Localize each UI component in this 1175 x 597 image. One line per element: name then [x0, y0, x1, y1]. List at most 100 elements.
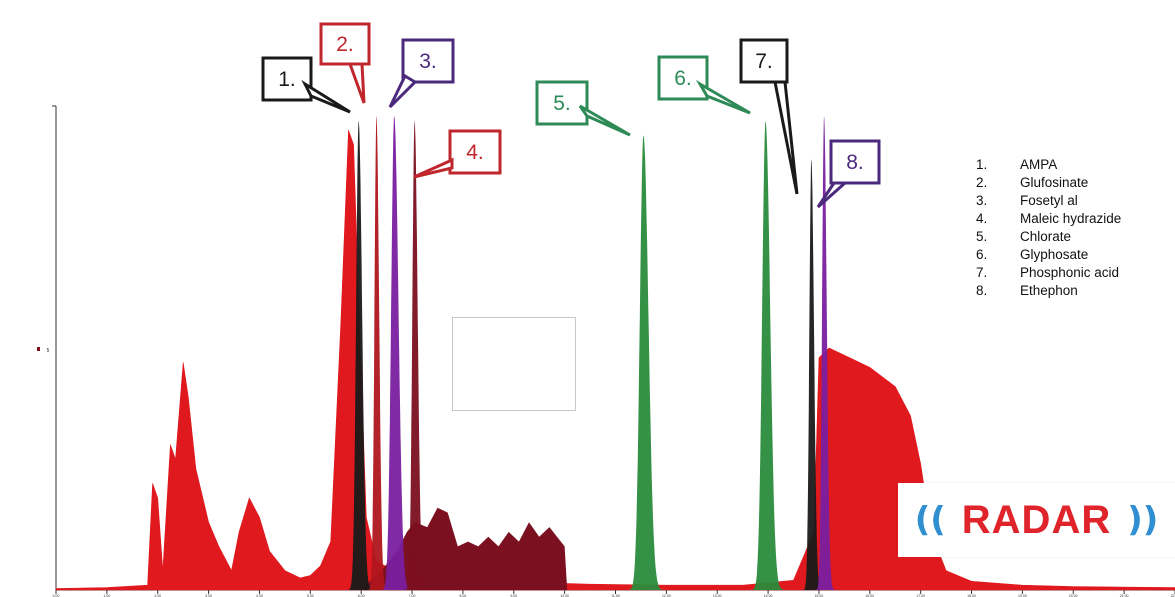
callout-glufosinate: 2. — [319, 22, 371, 104]
signal-waves-left-icon: (( — [914, 500, 946, 540]
x-ticks: 0.00 1.00 2.00 3.00 4.00 5.00 6.00 7.00 8.00 9.00… — [53, 590, 1175, 597]
x-tick-label: 8.00 — [460, 594, 467, 597]
legend-number: 5. — [976, 229, 988, 244]
x-tick-label: 5.00 — [307, 594, 314, 597]
legend-label: Glyphosate — [1020, 247, 1089, 262]
x-tick-label: 11.00 — [611, 594, 620, 597]
callout-chlorate: 5. — [535, 80, 631, 137]
callout-ethephon: 8. — [816, 139, 881, 209]
callout-ampa: 1. — [261, 56, 351, 114]
legend-number: 4. — [976, 211, 988, 226]
peak-callouts: 1. 2. 3. 4. 5. 6. 7. 8. — [261, 22, 881, 209]
callout-label: 8. — [846, 151, 864, 174]
peak-ampa — [344, 120, 374, 590]
x-tick-label: 18.00 — [967, 594, 976, 597]
callout-label: 3. — [419, 50, 437, 73]
x-tick-label: 6.00 — [358, 594, 365, 597]
legend-item: 4. Maleic hydrazide — [976, 210, 1121, 228]
x-tick-label: 3.00 — [205, 594, 212, 597]
legend-number: 8. — [976, 283, 988, 298]
callout-box — [739, 38, 789, 84]
callout-pointer — [301, 79, 351, 114]
y-axis-marker-label: 5 — [47, 348, 50, 354]
callout-pointer — [578, 104, 631, 137]
matrix-trace — [55, 129, 1175, 591]
callout-maleic-hydrazide: 4. — [413, 129, 502, 179]
peak-ethephon — [812, 115, 836, 590]
x-tick-label: 7.00 — [409, 594, 416, 597]
callout-glyphosate: 6. — [657, 55, 751, 115]
legend-number: 7. — [976, 265, 988, 280]
legend-label: Phosphonic acid — [1020, 265, 1120, 280]
x-tick-label: 20.00 — [1069, 594, 1078, 597]
radar-logo: (( RADAR )) — [898, 483, 1175, 557]
legend-item: 8. Ethephon — [976, 282, 1121, 300]
signal-waves-right-icon: )) — [1127, 500, 1159, 540]
peak-phosphonic-acid — [799, 159, 823, 590]
x-tick-label: 21.00 — [1120, 594, 1129, 597]
callout-box — [319, 22, 371, 66]
x-tick-label: 0.00 — [53, 594, 60, 597]
x-tick-label: 16.00 — [865, 594, 874, 597]
chromatogram-traces — [55, 115, 1175, 591]
callout-box — [657, 55, 709, 101]
legend-item: 7. Phosphonic acid — [976, 264, 1121, 282]
blank-inset-box — [452, 317, 576, 411]
legend-label: Glufosinate — [1020, 175, 1089, 190]
callout-label: 6. — [674, 67, 692, 90]
legend-label: Ethephon — [1020, 283, 1078, 298]
y-ticks: 5 — [47, 348, 50, 354]
legend-number: 6. — [976, 247, 988, 262]
peak-chlorate — [622, 135, 665, 590]
callout-label: 4. — [466, 141, 484, 164]
legend-label: Chlorate — [1020, 229, 1072, 244]
legend-number: 1. — [976, 157, 988, 172]
legend-item: 3. Fosetyl al — [976, 192, 1121, 210]
callout-box — [829, 139, 881, 185]
x-tick-label: 15.00 — [815, 594, 824, 597]
x-tick-label: 1.00 — [103, 594, 110, 597]
callout-label: 5. — [553, 92, 571, 115]
x-tick-label: 9.00 — [510, 594, 517, 597]
callout-box — [401, 38, 455, 84]
callout-pointer — [413, 157, 454, 179]
callout-fosetyl-al: 3. — [388, 38, 455, 109]
callout-pointer — [695, 79, 751, 115]
callout-box — [261, 56, 313, 102]
x-tick-label: 4.00 — [256, 594, 263, 597]
legend-item: 6. Glyphosate — [976, 246, 1121, 264]
peak-maleic-hydrazide — [401, 120, 428, 590]
legend-label: AMPA — [1020, 157, 1058, 172]
x-tick-label: 13.00 — [713, 594, 722, 597]
callout-label: 1. — [278, 68, 296, 91]
legend-number: 2. — [976, 175, 988, 190]
x-tick-label: 2.00 — [154, 594, 161, 597]
x-tick-label: 17.00 — [916, 594, 925, 597]
compound-legend: 1. AMPA 2. Glufosinate 3. Fosetyl al 4. Male… — [976, 156, 1121, 300]
x-tick-label: 12.00 — [662, 594, 671, 597]
callout-pointer — [388, 73, 418, 109]
peak-fosetyl-al — [376, 115, 413, 590]
radar-logo-text: RADAR — [961, 497, 1112, 542]
legend-label: Maleic hydrazide — [1020, 211, 1122, 226]
callout-box — [535, 80, 589, 126]
legend-label: Fosetyl al — [1020, 193, 1078, 208]
x-tick-label: 14.00 — [764, 594, 773, 597]
peak-glyphosate — [746, 120, 786, 590]
callout-pointer — [347, 62, 366, 104]
callout-phosphonic-acid: 7. — [739, 38, 799, 195]
legend-item: 2. Glufosinate — [976, 174, 1121, 192]
y-axis-marker — [37, 347, 40, 351]
x-tick-label: 19.00 — [1018, 594, 1027, 597]
callout-box — [448, 129, 502, 175]
callout-pointer — [773, 80, 799, 195]
callout-label: 7. — [755, 50, 773, 73]
peak-glufosinate — [365, 115, 388, 590]
x-tick-label: 10.00 — [560, 594, 569, 597]
legend-item: 1. AMPA — [976, 156, 1121, 174]
callout-label: 2. — [336, 33, 354, 56]
legend-item: 5. Chlorate — [976, 228, 1121, 246]
x-tick-label: 22.00 — [1171, 594, 1175, 597]
legend-number: 3. — [976, 193, 988, 208]
